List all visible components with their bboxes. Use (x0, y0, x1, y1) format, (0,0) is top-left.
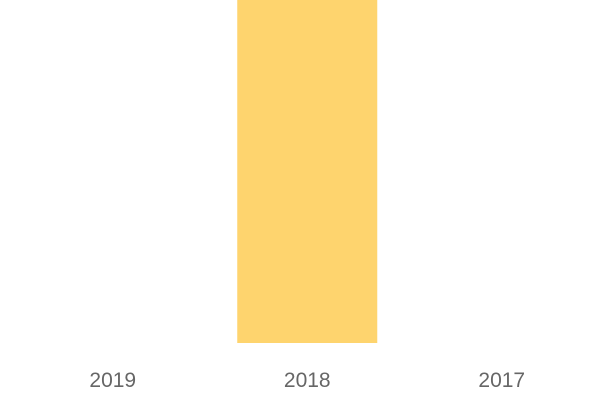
bars (237, 0, 378, 343)
x-tick-label-2019: 2019 (89, 369, 136, 392)
x-axis-tick-labels: 2019 2018 2017 (89, 369, 525, 392)
x-tick-label-2018: 2018 (284, 369, 331, 392)
bar-2018 (237, 0, 378, 343)
x-tick-label-2017: 2017 (478, 369, 525, 392)
